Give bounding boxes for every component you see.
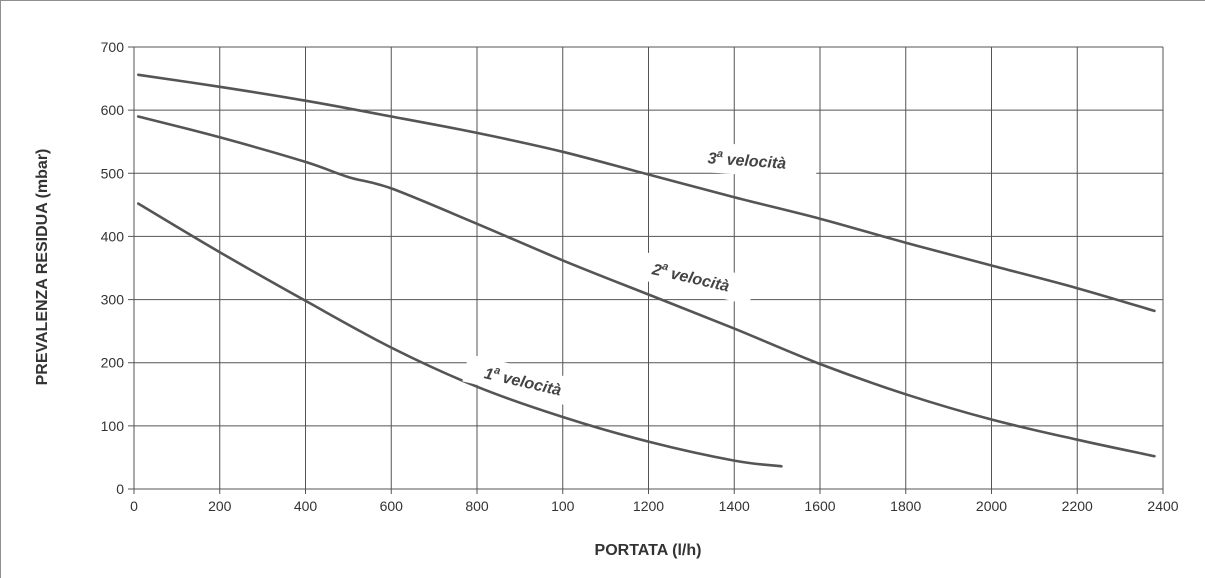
series-label-number: 3 [707, 150, 717, 168]
y-tick-label: 500 [101, 165, 125, 181]
x-tick-label: 1400 [719, 498, 750, 514]
curve-layer [137, 73, 1156, 468]
y-axis-title: PREVALENZA RESIDUA (mbar) [34, 149, 51, 386]
series-label-1: 1avelocità [462, 354, 584, 408]
series-label-superscript: a [661, 260, 670, 273]
series-label-superscript: a [493, 364, 502, 377]
series-label-superscript: a [717, 148, 724, 160]
series-label-3: 3a velocità [676, 140, 818, 180]
x-tick-label: 2400 [1147, 498, 1178, 514]
series-label-background [676, 140, 818, 180]
series-label-text: 3a velocità [707, 147, 787, 172]
series-label-number: 2 [649, 261, 663, 280]
series-label-background [462, 354, 584, 408]
x-tick-label: 2000 [976, 498, 1007, 514]
series-label-background [626, 249, 756, 305]
x-tick-label: 800 [465, 498, 489, 514]
y-tick-label: 100 [101, 418, 125, 434]
x-tick-label: 600 [380, 498, 404, 514]
tick-layer: 0 200 400 600 800 100 1200 1400 1600 1800 2000 2200… [101, 39, 1179, 514]
series-line-3 [137, 73, 1156, 313]
y-tick-label: 300 [101, 292, 125, 308]
x-tick-label: 2200 [1062, 498, 1093, 514]
x-axis-title: PORTATA (l/h) [595, 542, 702, 559]
series-line-1 [137, 202, 783, 468]
y-tick-label: 200 [101, 355, 125, 371]
y-tick-label: 0 [116, 481, 124, 497]
series-label-2: 2avelocità [626, 249, 756, 305]
x-tick-label: 0 [130, 498, 138, 514]
grid-layer [128, 46, 1164, 494]
series-label-word: velocità [726, 152, 787, 173]
x-tick-label: 100 [551, 498, 575, 514]
y-tick-label: 700 [101, 39, 125, 55]
y-tick-label: 400 [101, 228, 125, 244]
x-tick-label: 400 [294, 498, 318, 514]
x-tick-label: 1800 [890, 498, 921, 514]
x-tick-label: 1600 [804, 498, 835, 514]
x-tick-label: 200 [208, 498, 232, 514]
series-label-number: 1 [482, 365, 495, 384]
series-line-2 [137, 115, 1156, 458]
y-tick-label: 600 [101, 102, 125, 118]
x-tick-label: 1200 [633, 498, 664, 514]
